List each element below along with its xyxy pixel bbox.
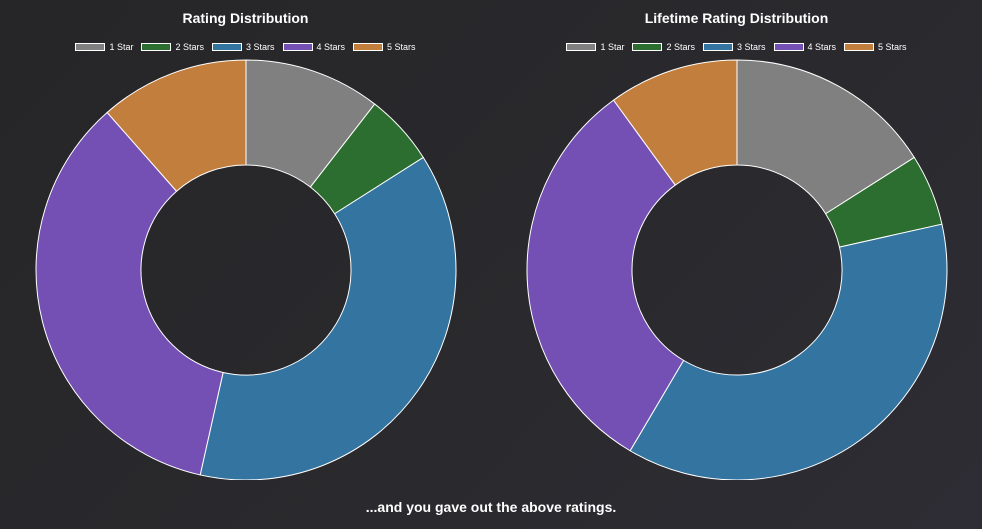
chart-legend: 1 Star 2 Stars 3 Stars 4 Stars 5 Stars [0, 42, 491, 52]
donut-chart-rating-distribution [35, 59, 457, 480]
donut-slice-4-stars[interactable] [35, 111, 224, 476]
legend-item-4-stars[interactable]: 4 Stars [773, 42, 837, 52]
donut-slice-1-star[interactable] [736, 59, 915, 215]
legend-swatch [844, 43, 875, 51]
legend-label: 3 Stars [245, 42, 275, 52]
legend-item-1-star[interactable]: 1 Star [566, 42, 624, 52]
legend-item-5-stars[interactable]: 5 Stars [844, 42, 907, 52]
legend-swatch [632, 43, 663, 51]
legend-item-3-stars[interactable]: 3 Stars [211, 42, 275, 52]
chart-panel-rating-distribution: Rating Distribution 1 Star 2 Stars 3 Sta… [0, 0, 491, 480]
legend-swatch [211, 43, 242, 51]
legend-swatch [282, 43, 313, 51]
chart-legend: 1 Star 2 Stars 3 Stars 4 Stars 5 Stars [491, 42, 982, 52]
legend-label: 4 Stars [807, 42, 837, 52]
legend-swatch [353, 43, 384, 51]
legend-swatch [773, 43, 804, 51]
legend-item-1-star[interactable]: 1 Star [75, 42, 133, 52]
legend-label: 3 Stars [736, 42, 766, 52]
legend-label: 5 Stars [878, 42, 907, 52]
legend-swatch [141, 43, 172, 51]
legend-swatch [566, 43, 597, 51]
legend-label: 1 Star [600, 42, 625, 52]
donut-slice-5-stars[interactable] [612, 59, 738, 186]
donut-slice-3-stars[interactable] [629, 223, 948, 480]
legend-label: 1 Star [109, 42, 134, 52]
legend-label: 2 Stars [175, 42, 204, 52]
chart-title: Rating Distribution [182, 10, 309, 26]
donut-chart-lifetime-rating-distribution [526, 59, 948, 480]
donut-slice-4-stars[interactable] [526, 99, 685, 452]
legend-label: 2 Stars [666, 42, 695, 52]
donut-slice-5-stars[interactable] [106, 59, 247, 192]
legend-item-5-stars[interactable]: 5 Stars [353, 42, 416, 52]
legend-swatch [75, 43, 106, 51]
legend-swatch [702, 43, 733, 51]
legend-label: 4 Stars [316, 42, 346, 52]
legend-item-3-stars[interactable]: 3 Stars [702, 42, 766, 52]
legend-item-2-stars[interactable]: 2 Stars [141, 42, 204, 52]
legend-label: 5 Stars [387, 42, 416, 52]
donut-slice-3-stars[interactable] [199, 156, 457, 480]
legend-item-2-stars[interactable]: 2 Stars [632, 42, 695, 52]
ratings-caption: ...and you gave out the above ratings. [365, 499, 617, 515]
chart-title: Lifetime Rating Distribution [644, 10, 829, 26]
legend-item-4-stars[interactable]: 4 Stars [282, 42, 346, 52]
chart-panel-lifetime-rating-distribution: Lifetime Rating Distribution 1 Star 2 St… [491, 0, 982, 480]
